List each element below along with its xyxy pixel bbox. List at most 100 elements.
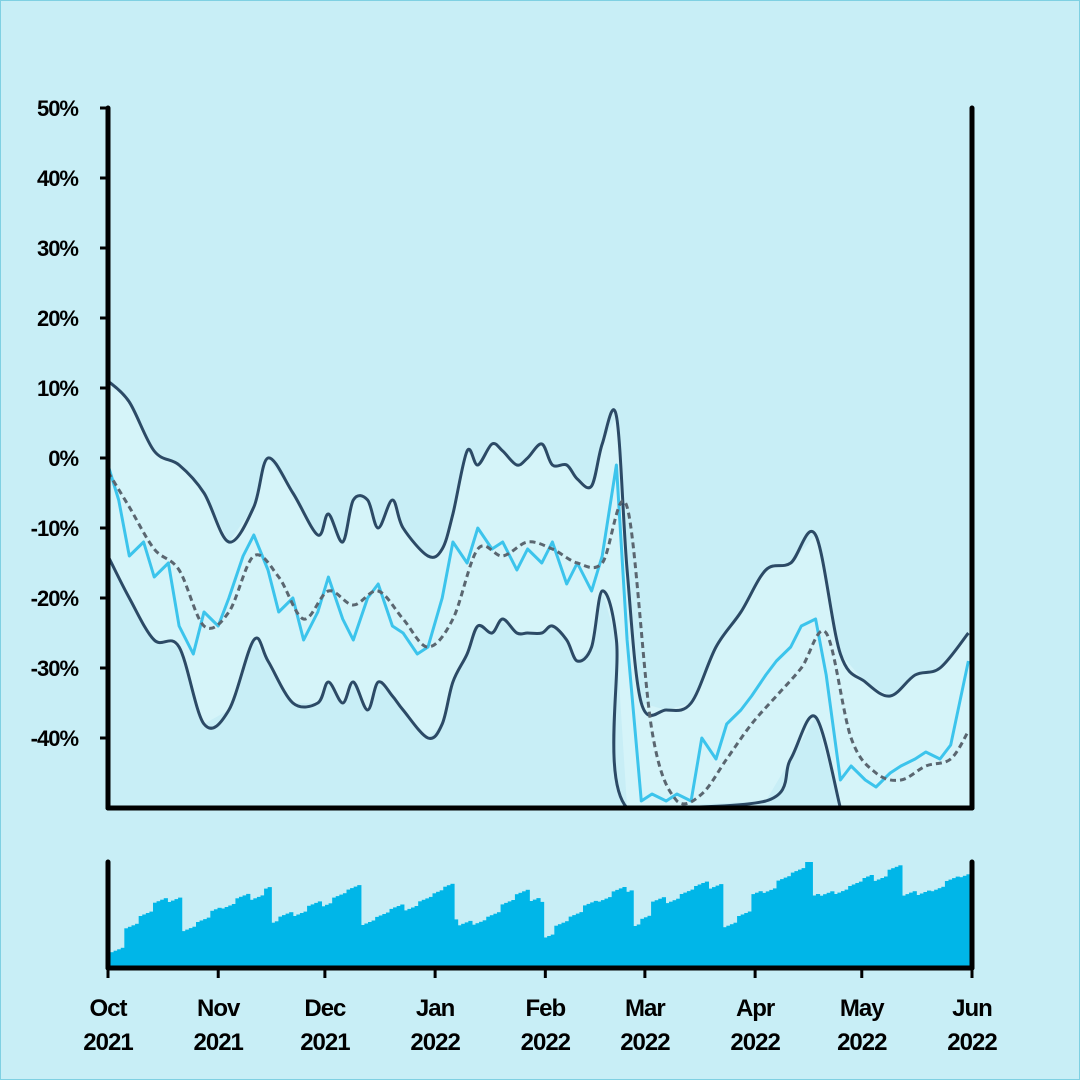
volume-bar — [952, 878, 957, 968]
volume-bar — [479, 921, 484, 968]
volume-bar — [457, 925, 462, 968]
volume-bar — [170, 900, 176, 968]
volume-bar — [844, 889, 849, 968]
volume-bar — [221, 908, 226, 968]
volume-bar — [418, 901, 423, 968]
volume-bar — [493, 913, 498, 968]
y-tick-label: 20% — [37, 306, 78, 331]
volume-bar — [579, 912, 584, 968]
volume-bar — [944, 881, 950, 968]
volume-bar — [643, 917, 649, 968]
volume-bar — [389, 908, 394, 968]
volume-bar — [726, 925, 731, 968]
volume-bar — [113, 950, 118, 968]
y-tick-label: 0% — [48, 446, 78, 471]
y-tick-label: 10% — [37, 376, 78, 401]
volume-bar — [826, 892, 831, 968]
volume-bar — [855, 883, 860, 968]
volume-bar — [901, 895, 907, 968]
volume-bar — [350, 888, 355, 968]
volume-bar — [568, 916, 573, 968]
volume-bar — [138, 916, 143, 968]
volume-bar — [210, 910, 215, 968]
x-axis-ticks: Oct 2021 Nov 2021 Dec 2021 Jan 2022 Feb 2022 Mar 20… — [83, 968, 998, 1056]
volume-bar — [328, 903, 333, 968]
volume-bar — [905, 894, 910, 968]
volume-bar — [131, 925, 136, 968]
volume-bar — [468, 920, 473, 968]
volume-bar — [231, 904, 237, 968]
volume-bar — [532, 899, 538, 968]
volume-bar — [310, 904, 315, 968]
volume-bar — [425, 898, 430, 968]
volume-bar — [608, 897, 613, 968]
volume-bar — [575, 913, 581, 968]
volume-bar — [307, 905, 312, 968]
volume-bar — [271, 922, 276, 968]
x-tick-month: Apr — [736, 995, 775, 1022]
volume-bar — [841, 891, 846, 968]
volume-bar — [253, 898, 258, 968]
volume-bar — [335, 896, 340, 968]
volume-bar — [880, 878, 885, 968]
volume-bar — [228, 905, 233, 968]
volume-bar — [156, 901, 161, 968]
volume-bar — [733, 922, 738, 968]
volume-bar — [217, 907, 222, 968]
volume-bar — [206, 917, 211, 968]
volume-bar — [246, 893, 251, 968]
volume-bar — [919, 893, 925, 968]
volume-bar — [314, 902, 319, 968]
lower-band-line — [106, 555, 842, 810]
volume-bar — [912, 891, 917, 968]
volume-bar — [941, 886, 946, 968]
volume-bar — [884, 876, 889, 968]
volume-bar — [894, 866, 899, 968]
price-line — [106, 463, 970, 803]
volume-bar — [550, 934, 555, 968]
volume-bar — [274, 921, 280, 968]
volume-bar — [475, 923, 480, 968]
volume-bar — [697, 884, 702, 968]
volume-bar — [887, 869, 892, 968]
volume-bar — [758, 891, 763, 968]
volume-bar — [364, 923, 369, 968]
volume-bar — [600, 900, 606, 968]
volume-bar — [704, 881, 710, 968]
volume-bar — [432, 893, 437, 968]
volume-bar — [239, 896, 244, 968]
volume-bar — [482, 920, 487, 968]
volume-bar — [561, 922, 566, 968]
volume-bar — [747, 911, 753, 968]
volume-bar — [325, 904, 330, 968]
volume-bar — [289, 912, 294, 968]
volume-bar — [163, 898, 168, 968]
volume-bar — [669, 901, 674, 968]
x-tick-year: 2022 — [947, 1029, 997, 1056]
volume-bar — [497, 912, 502, 968]
volume-bar — [547, 936, 552, 968]
volume-bar — [110, 952, 115, 968]
volume-bar — [729, 924, 735, 968]
volume-bar — [783, 877, 788, 968]
volume-bar — [898, 865, 903, 968]
volume-bar — [848, 886, 853, 968]
volume-bar — [679, 894, 684, 968]
volume-bar — [540, 901, 545, 968]
y-tick-label: -20% — [31, 586, 79, 611]
volume-bar — [378, 915, 383, 968]
volume-bar — [145, 913, 151, 968]
volume-bar — [178, 897, 183, 968]
volume-bar — [794, 871, 799, 968]
volume-bar — [282, 915, 287, 968]
volume-bar — [851, 884, 856, 968]
volume-bar — [615, 889, 620, 968]
volume-bar — [321, 906, 326, 968]
volume-bar — [715, 885, 720, 968]
volume-bar — [149, 911, 154, 968]
volume-bar — [382, 914, 387, 968]
volume-bar — [948, 879, 953, 968]
volume-bar — [565, 921, 570, 968]
volume-bar — [529, 901, 534, 968]
volume-bar — [554, 925, 559, 968]
